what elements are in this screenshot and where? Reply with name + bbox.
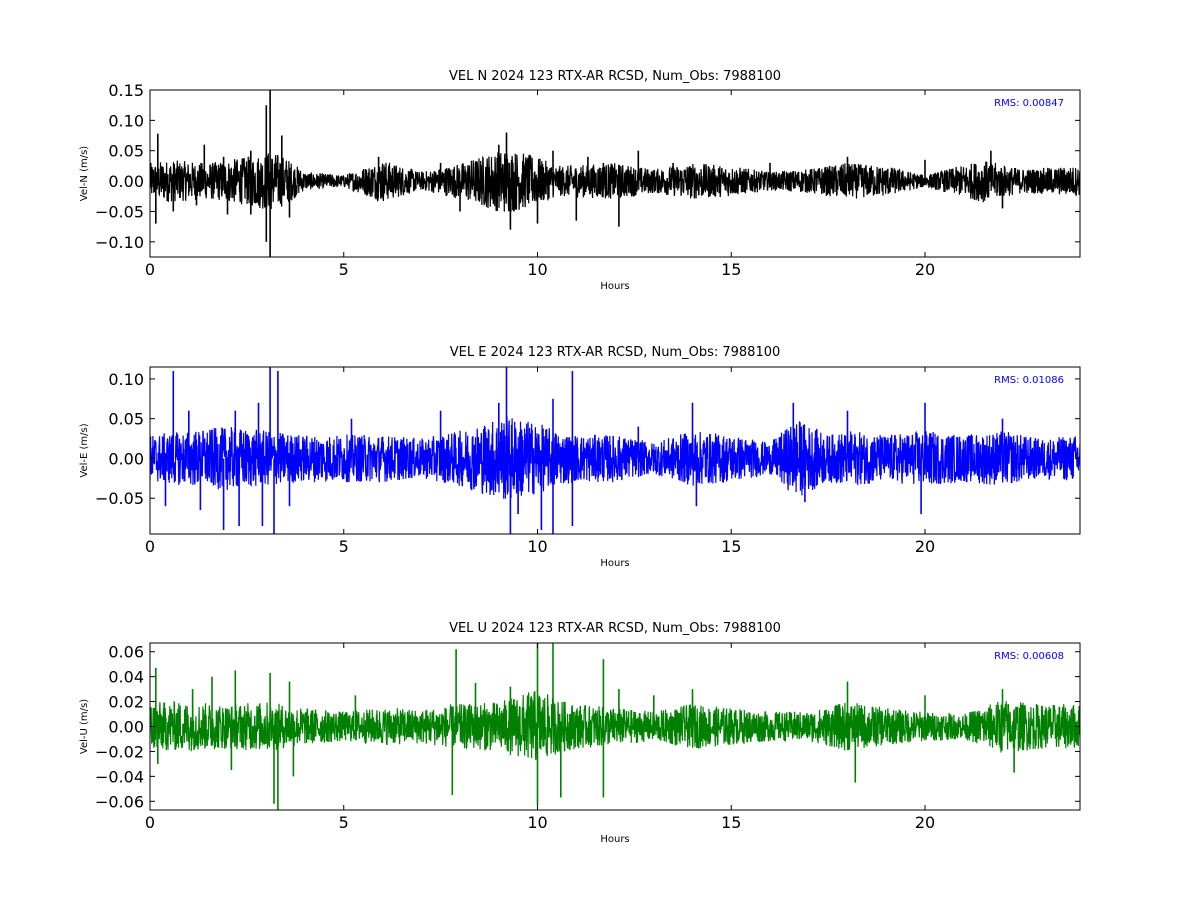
y-tick-label: −0.05 xyxy=(95,489,144,508)
panel-title: VEL N 2024 123 RTX-AR RCSD, Num_Obs: 798… xyxy=(449,69,781,84)
x-tick-label: 5 xyxy=(339,813,349,832)
x-tick-label: 15 xyxy=(721,537,741,556)
plot-area xyxy=(150,643,1080,810)
y-tick-label: −0.05 xyxy=(95,202,144,221)
y-tick-label: 0.00 xyxy=(108,449,144,468)
x-tick-label: 10 xyxy=(527,537,547,556)
x-tick-label: 0 xyxy=(145,260,155,279)
x-axis-label: Hours xyxy=(600,281,629,292)
velocity-series-line xyxy=(150,152,1080,212)
y-tick-label: 0.04 xyxy=(108,668,144,687)
x-tick-label: 0 xyxy=(145,537,155,556)
series-group xyxy=(150,367,1080,534)
x-tick-label: 20 xyxy=(915,813,935,832)
x-tick-label: 15 xyxy=(721,260,741,279)
y-axis-label: Vel-N (m/s) xyxy=(79,146,90,201)
panel-title: VEL E 2024 123 RTX-AR RCSD, Num_Obs: 798… xyxy=(450,345,781,360)
series-group xyxy=(150,643,1080,810)
panel-vel-n: VEL N 2024 123 RTX-AR RCSD, Num_Obs: 798… xyxy=(79,69,1081,292)
series-group xyxy=(150,90,1080,257)
x-axis-label: Hours xyxy=(600,558,629,569)
panel-title: VEL U 2024 123 RTX-AR RCSD, Num_Obs: 798… xyxy=(449,621,781,636)
plot-area xyxy=(150,367,1080,534)
x-tick-label: 5 xyxy=(339,537,349,556)
x-tick-label: 15 xyxy=(721,813,741,832)
y-tick-label: 0.02 xyxy=(108,693,144,712)
axes-frame xyxy=(149,89,1081,258)
y-tick-label: −0.06 xyxy=(95,792,144,811)
velocity-series-line xyxy=(150,691,1080,760)
panel-vel-e: VEL E 2024 123 RTX-AR RCSD, Num_Obs: 798… xyxy=(79,345,1081,569)
axis-ticks: 0 5 10 15 20 −0.10 −0.05 0.00 0.05 0.10 0.15 xyxy=(95,81,1080,279)
rms-annotation: RMS: 0.01086 xyxy=(994,375,1064,386)
axes-frame xyxy=(149,366,1081,535)
y-tick-label: 0.00 xyxy=(108,718,144,737)
rms-annotation: RMS: 0.00608 xyxy=(994,651,1064,662)
x-tick-label: 10 xyxy=(527,813,547,832)
y-tick-label: −0.02 xyxy=(95,742,144,761)
x-tick-label: 20 xyxy=(915,537,935,556)
y-tick-label: 0.10 xyxy=(108,370,144,389)
y-tick-label: 0.05 xyxy=(108,410,144,429)
x-tick-label: 0 xyxy=(145,813,155,832)
x-tick-label: 5 xyxy=(339,260,349,279)
y-axis-label: Vel-U (m/s) xyxy=(79,699,90,754)
y-tick-label: 0.15 xyxy=(108,81,144,100)
y-tick-label: 0.06 xyxy=(108,643,144,662)
y-tick-label: −0.10 xyxy=(95,233,144,252)
y-tick-label: 0.10 xyxy=(108,111,144,130)
y-tick-label: 0.00 xyxy=(108,172,144,191)
x-tick-label: 10 xyxy=(527,260,547,279)
y-tick-label: 0.05 xyxy=(108,142,144,161)
x-tick-label: 20 xyxy=(915,260,935,279)
rms-annotation: RMS: 0.00847 xyxy=(994,98,1064,109)
velocity-series-line xyxy=(150,416,1080,499)
x-axis-label: Hours xyxy=(600,834,629,845)
y-axis-label: Vel-E (m/s) xyxy=(79,423,90,477)
panel-vel-u: VEL U 2024 123 RTX-AR RCSD, Num_Obs: 798… xyxy=(79,621,1081,845)
plot-area xyxy=(150,90,1080,257)
axis-ticks: 0 5 10 15 20 −0.05 0.00 0.05 0.10 xyxy=(95,367,1080,556)
axis-ticks: 0 5 10 15 20 −0.06 −0.04 −0.02 0.00 0.02 0.04 0.06 xyxy=(95,643,1080,832)
axes-frame xyxy=(149,642,1081,811)
y-tick-label: −0.04 xyxy=(95,767,144,786)
